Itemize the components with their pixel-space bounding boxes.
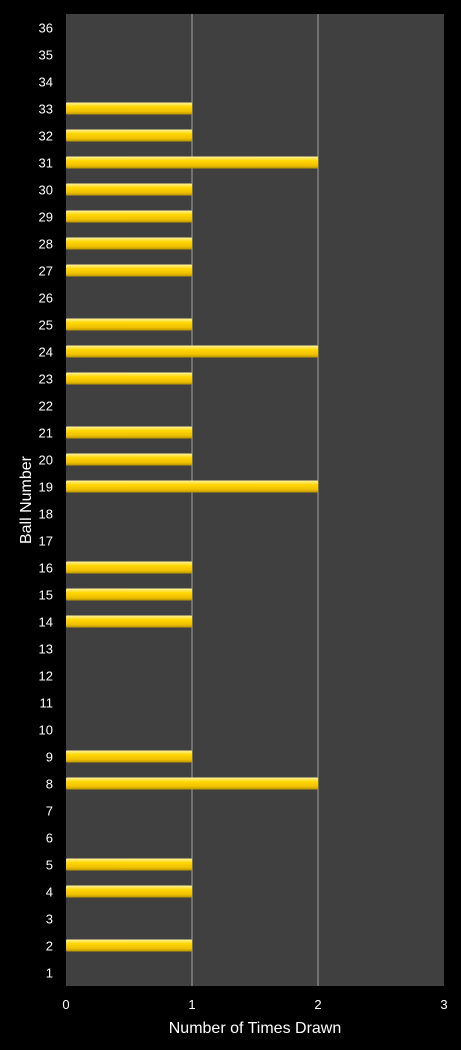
- y-tick-label: 19: [39, 480, 53, 495]
- gridlines: [191, 14, 319, 986]
- x-axis-title: Number of Times Drawn: [169, 1020, 342, 1037]
- y-tick-label: 16: [39, 561, 53, 576]
- y-tick-label: 2: [46, 939, 53, 954]
- y-tick-label: 27: [39, 264, 53, 279]
- y-tick-label: 8: [46, 777, 53, 792]
- y-axis-title: Ball Number: [18, 455, 35, 544]
- bar-ball-20: [66, 453, 192, 466]
- bar-ball-19: [66, 480, 318, 493]
- bar-ball-9: [66, 750, 192, 763]
- y-tick-label: 24: [39, 345, 53, 360]
- bar-ball-21: [66, 426, 192, 439]
- x-tick-label: 1: [188, 997, 195, 1012]
- y-tick-label: 15: [39, 588, 53, 603]
- y-tick-label: 12: [39, 669, 53, 684]
- bar-ball-4: [66, 885, 192, 898]
- bar-ball-15: [66, 588, 192, 601]
- bar-ball-29: [66, 210, 192, 223]
- y-tick-label: 14: [39, 615, 53, 630]
- y-tick-label: 25: [39, 318, 53, 333]
- bar-ball-27: [66, 264, 192, 277]
- bar-ball-2: [66, 939, 192, 952]
- y-tick-label: 13: [39, 642, 53, 657]
- bar-ball-32: [66, 129, 192, 142]
- y-tick-label: 29: [39, 210, 53, 225]
- y-tick-label: 33: [39, 102, 53, 117]
- y-tick-labels: 1234567891011121314151617181920212223242…: [39, 21, 53, 981]
- x-tick-label: 0: [62, 997, 69, 1012]
- y-tick-label: 28: [39, 237, 53, 252]
- y-tick-label: 21: [39, 426, 53, 441]
- bar-ball-33: [66, 102, 192, 115]
- x-tick-label: 3: [440, 997, 447, 1012]
- x-tick-labels: 0 1 2 3: [62, 997, 447, 1012]
- y-tick-label: 3: [46, 912, 53, 927]
- y-tick-label: 5: [46, 858, 53, 873]
- y-tick-label: 1: [46, 966, 53, 981]
- bar-ball-14: [66, 615, 192, 628]
- y-tick-label: 4: [46, 885, 53, 900]
- y-tick-label: 22: [39, 399, 53, 414]
- bars: [66, 102, 318, 952]
- y-tick-label: 31: [39, 156, 53, 171]
- bar-ball-5: [66, 858, 192, 871]
- plot-area: [66, 14, 444, 986]
- bar-ball-24: [66, 345, 318, 358]
- y-tick-label: 10: [39, 723, 53, 738]
- y-tick-label: 17: [39, 534, 53, 549]
- y-tick-label: 30: [39, 183, 53, 198]
- y-tick-label: 18: [39, 507, 53, 522]
- y-tick-label: 34: [39, 75, 53, 90]
- y-tick-label: 6: [46, 831, 53, 846]
- y-tick-label: 23: [39, 372, 53, 387]
- bar-ball-28: [66, 237, 192, 250]
- y-tick-label: 35: [39, 48, 53, 63]
- y-tick-label: 7: [46, 804, 53, 819]
- bar-ball-16: [66, 561, 192, 574]
- y-tick-label: 9: [46, 750, 53, 765]
- x-tick-label: 2: [314, 997, 321, 1012]
- bar-ball-31: [66, 156, 318, 169]
- y-tick-label: 36: [39, 21, 53, 36]
- y-tick-label: 11: [40, 696, 54, 711]
- bar-ball-23: [66, 372, 192, 385]
- y-tick-label: 26: [39, 291, 53, 306]
- bar-ball-8: [66, 777, 318, 790]
- y-tick-label: 20: [39, 453, 53, 468]
- y-tick-label: 32: [39, 129, 53, 144]
- bar-ball-25: [66, 318, 192, 331]
- bar-ball-30: [66, 183, 192, 196]
